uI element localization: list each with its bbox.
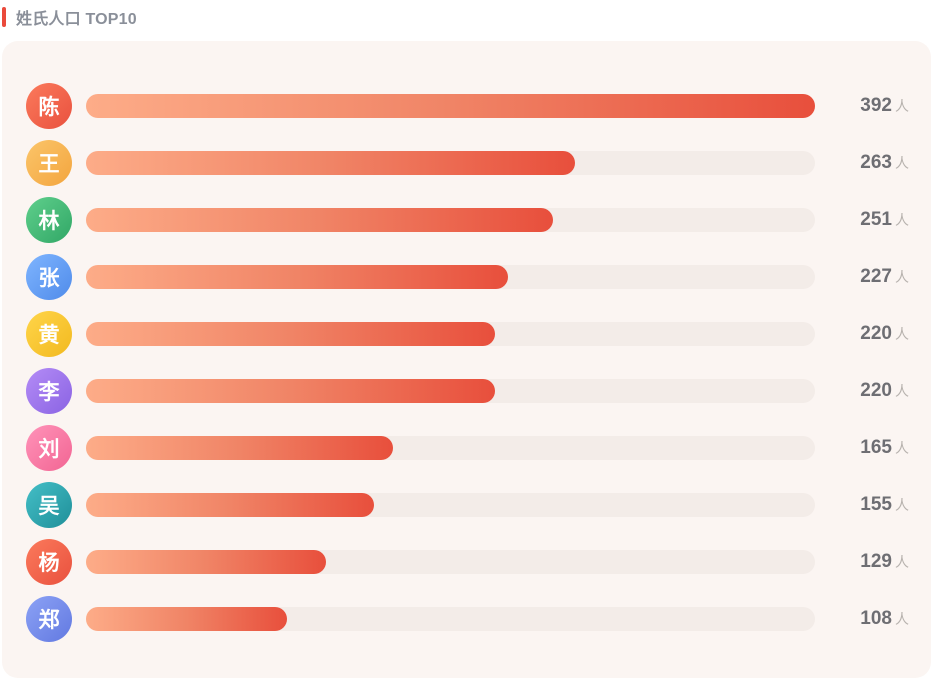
bar-fill [86, 265, 508, 289]
bar-track [86, 208, 815, 232]
bar-row: 陈 392 人 [2, 83, 931, 131]
value-number: 108 [860, 608, 892, 629]
surname-avatar: 王 [26, 140, 72, 186]
surname-avatar: 杨 [26, 539, 72, 585]
bar-track [86, 265, 815, 289]
bar-track [86, 94, 815, 118]
bar-fill [86, 208, 553, 232]
value-unit: 人 [895, 99, 909, 115]
bar-fill [86, 550, 326, 574]
value-unit: 人 [895, 555, 909, 571]
bar-track [86, 436, 815, 460]
surname-avatar: 林 [26, 197, 72, 243]
bar-fill [86, 94, 815, 118]
value-label: 392 人 [860, 95, 909, 117]
surname-avatar: 李 [26, 368, 72, 414]
value-label: 165 人 [860, 437, 909, 459]
chart-panel: 陈 392 人王 263 人林 251 人张 227 人黄 220 人李 220 人刘 165 人吴 155 人… [2, 41, 931, 678]
value-number: 251 [860, 209, 892, 230]
bar-fill [86, 493, 374, 517]
value-number: 129 [860, 551, 892, 572]
bar-track [86, 607, 815, 631]
surname-avatar: 吴 [26, 482, 72, 528]
value-unit: 人 [895, 213, 909, 229]
bar-row: 杨 129 人 [2, 539, 931, 587]
header-accent-bar [2, 7, 6, 27]
surname-avatar: 陈 [26, 83, 72, 129]
bar-row: 李 220 人 [2, 368, 931, 416]
bar-row: 林 251 人 [2, 197, 931, 245]
bar-row: 王 263 人 [2, 140, 931, 188]
value-number: 227 [860, 266, 892, 287]
value-number: 155 [860, 494, 892, 515]
surname-avatar: 黄 [26, 311, 72, 357]
surname-avatar: 刘 [26, 425, 72, 471]
value-number: 165 [860, 437, 892, 458]
value-unit: 人 [895, 441, 909, 457]
bar-row: 黄 220 人 [2, 311, 931, 359]
bar-fill [86, 322, 495, 346]
surname-avatar: 郑 [26, 596, 72, 642]
bar-fill [86, 436, 393, 460]
bar-row: 张 227 人 [2, 254, 931, 302]
value-label: 220 人 [860, 380, 909, 402]
value-number: 220 [860, 380, 892, 401]
value-number: 392 [860, 95, 892, 116]
value-unit: 人 [895, 327, 909, 343]
value-number: 220 [860, 323, 892, 344]
bar-fill [86, 151, 575, 175]
bar-track [86, 379, 815, 403]
chart-title: 姓氏人口 TOP10 [16, 11, 137, 28]
value-unit: 人 [895, 384, 909, 400]
value-number: 263 [860, 152, 892, 173]
surname-avatar: 张 [26, 254, 72, 300]
value-label: 108 人 [860, 608, 909, 630]
value-label: 263 人 [860, 152, 909, 174]
bar-track [86, 493, 815, 517]
bar-fill [86, 607, 287, 631]
bar-row: 郑 108 人 [2, 596, 931, 644]
value-label: 155 人 [860, 494, 909, 516]
value-unit: 人 [895, 270, 909, 286]
value-label: 227 人 [860, 266, 909, 288]
value-label: 251 人 [860, 209, 909, 231]
bar-track [86, 550, 815, 574]
bar-rows: 陈 392 人王 263 人林 251 人张 227 人黄 220 人李 220 人刘 165 人吴 155 人… [2, 41, 931, 678]
chart-header: 姓氏人口 TOP10 [0, 6, 137, 28]
value-unit: 人 [895, 156, 909, 172]
value-unit: 人 [895, 498, 909, 514]
value-label: 129 人 [860, 551, 909, 573]
value-label: 220 人 [860, 323, 909, 345]
bar-track [86, 322, 815, 346]
bar-fill [86, 379, 495, 403]
value-unit: 人 [895, 612, 909, 628]
bar-row: 吴 155 人 [2, 482, 931, 530]
bar-row: 刘 165 人 [2, 425, 931, 473]
bar-track [86, 151, 815, 175]
